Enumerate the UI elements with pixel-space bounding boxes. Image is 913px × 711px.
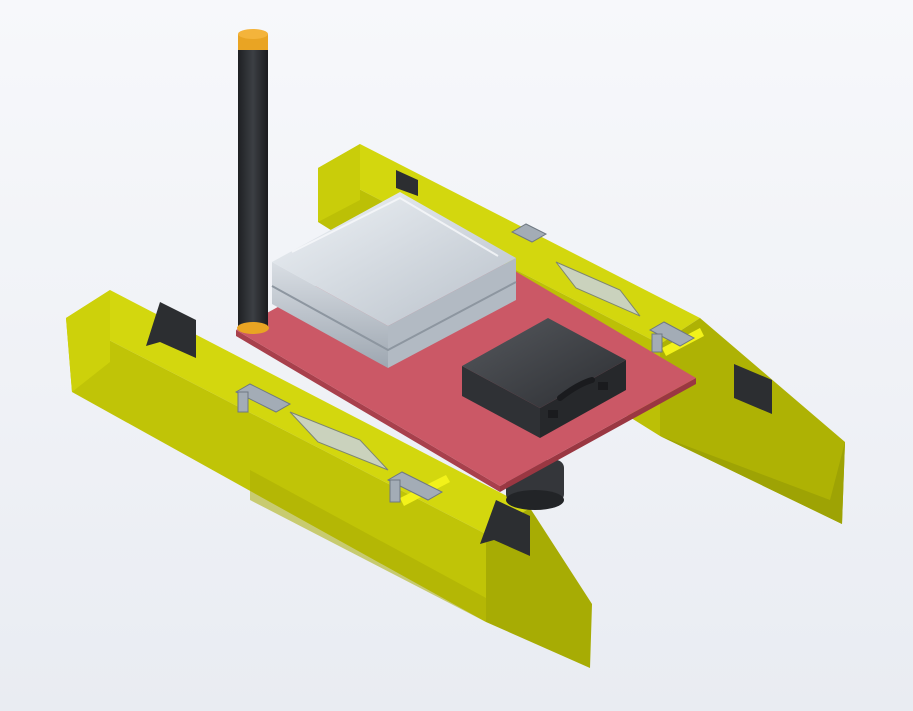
right-pontoon-stern-face: [318, 144, 360, 222]
cross-beam-right-2: [648, 321, 696, 347]
silver-case-front: [272, 262, 388, 368]
silver-case: [271, 192, 517, 368]
right-pontoon-inner-side: [660, 318, 845, 524]
right-pontoon-bow: [660, 436, 845, 524]
bracket-right-rear: [396, 170, 418, 196]
left-pontoon-hull-shadow: [250, 470, 486, 622]
black-case-side: [540, 360, 626, 438]
mast-base-cap: [237, 322, 269, 334]
bracket-left-front: [480, 500, 530, 556]
black-case-handle: [557, 377, 595, 401]
thruster-cap: [506, 490, 564, 510]
cross-beam-front: [386, 471, 444, 501]
frame: [234, 223, 696, 503]
frame-post-2: [389, 479, 401, 503]
left-pontoon-stern-face: [66, 290, 110, 392]
deck-edge: [236, 330, 500, 492]
cross-beam-right-1: [510, 223, 548, 243]
bracket-left-rear: [146, 302, 196, 358]
battery-box-right: [555, 261, 641, 317]
cross-beam-rear: [234, 383, 292, 413]
black-case-lid: [462, 318, 626, 408]
battery-box-left: [289, 411, 389, 471]
silver-case-rim: [291, 196, 499, 257]
frame-post-1: [237, 391, 249, 413]
mast: [237, 29, 269, 334]
silver-case-lid: [272, 192, 516, 326]
black-case-front: [462, 366, 540, 438]
black-case-latch-2: [548, 410, 558, 418]
deck-edge-right: [500, 378, 696, 492]
silver-case-rib: [271, 281, 517, 352]
black-case: [462, 318, 626, 438]
brackets: [146, 170, 772, 556]
mast-tube: [238, 44, 268, 330]
bracket-right-front: [734, 364, 772, 414]
black-case-latch-1: [598, 382, 608, 390]
frame-post-3: [651, 333, 663, 353]
mast-top: [238, 29, 268, 39]
silver-case-side: [388, 258, 516, 368]
